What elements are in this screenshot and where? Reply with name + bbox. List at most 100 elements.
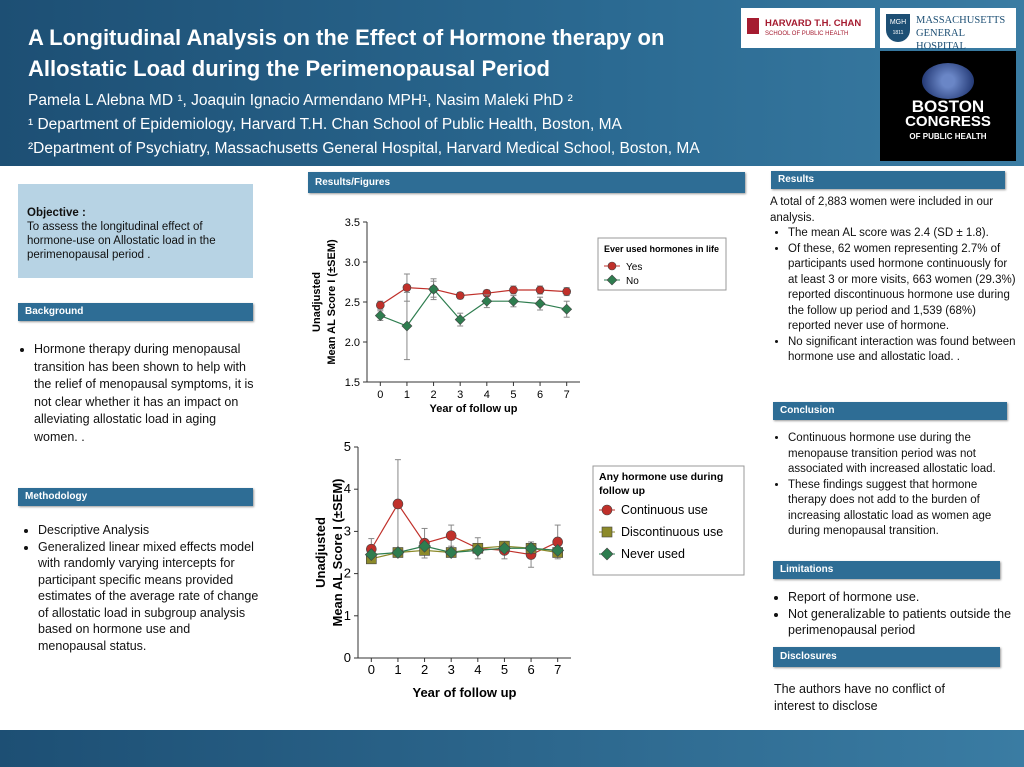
marker — [481, 295, 493, 307]
marker — [535, 285, 545, 295]
section-heading: Limitations — [773, 561, 1000, 579]
bullet: Continuous hormone use during the menopa… — [788, 431, 1016, 478]
marker — [445, 530, 457, 541]
marker — [454, 314, 466, 326]
x-tick-label: 1 — [404, 389, 410, 401]
legend-box — [597, 237, 727, 291]
poster-title: A Longitudinal Analysis on the Effect of… — [28, 25, 665, 81]
chart: 1.5 2.0 2.5 3.0 3.5 0 1 2 3 4 5 6 7 Year of follow up… — [311, 217, 727, 415]
results-intro: A total of 2,883 women were included in … — [770, 196, 994, 224]
y-axis-label: Mean AL Score I (±SEM) — [330, 479, 345, 627]
bullet: No significant interaction was found bet… — [788, 335, 1018, 366]
bullet: Of these, 62 women representing 2.7% of … — [788, 242, 1018, 335]
bullet: Not generalizable to patients outside th… — [788, 606, 1018, 639]
legend-label: Never used — [621, 547, 685, 561]
footer-band — [0, 730, 1024, 767]
logo-text: OF PUBLIC HEALTH — [909, 132, 987, 141]
mgh-logo: MGH 1811 MASSACHUSETTS GENERAL HOSPITAL — [880, 8, 1016, 52]
x-tick-label: 7 — [554, 662, 561, 677]
marker — [551, 543, 565, 557]
x-tick-label: 6 — [537, 389, 543, 401]
marker — [376, 300, 385, 310]
y-axis-label: Unadjusted — [313, 517, 328, 588]
legend-label: No — [626, 276, 639, 287]
bullet-list: Hormone therapy during menopausal transi… — [16, 341, 254, 446]
bullet-list: Report of hormone use.Not generalizable … — [770, 589, 1018, 639]
y-tick-label: 2 — [344, 566, 351, 581]
legend-marker — [601, 504, 613, 516]
x-tick-label: 6 — [527, 662, 534, 677]
logo-text: SCHOOL OF PUBLIC HEALTH — [765, 31, 849, 37]
section-heading: Results — [771, 171, 1005, 189]
objective-text: To assess the longitudinal effect of hor… — [27, 221, 216, 261]
logo-text: GENERAL HOSPITAL — [916, 28, 966, 52]
y-tick-label: 2.5 — [345, 297, 360, 309]
marker — [562, 287, 571, 296]
y-axis-label: Mean AL Score I (±SEM) — [326, 239, 338, 365]
marker — [401, 320, 413, 332]
y-tick-label: 1.5 — [345, 377, 360, 389]
legend-label: Yes — [626, 262, 642, 273]
chart: 0 1 2 3 4 5 0 1 2 3 4 5 6 7 Year of follow up Unadjuste… — [313, 439, 745, 700]
marker — [508, 295, 519, 307]
objective-box: Objective : To assess the longitudinal e… — [18, 184, 253, 278]
bullet: Report of hormone use. — [788, 589, 1018, 606]
legend-marker — [607, 261, 617, 271]
x-axis-label: Year of follow up — [412, 685, 516, 700]
logo-text: BOSTON — [911, 97, 985, 116]
marker — [509, 285, 518, 295]
marker — [391, 546, 405, 559]
legend-marker — [606, 274, 618, 286]
affiliation: ¹ Department of Epidemiology, Harvard T.… — [28, 116, 622, 133]
x-tick-label: 2 — [431, 389, 437, 401]
bullet: These findings suggest that hormone ther… — [788, 478, 1016, 540]
section-heading: Conclusion — [773, 402, 1007, 420]
logo-text: CONGRESS — [905, 113, 991, 130]
section-heading: Background — [18, 303, 253, 321]
legend-title: Any hormone use during follow up — [599, 471, 723, 497]
section-heading: Disclosures — [773, 647, 1000, 667]
bullet-list: Descriptive AnalysisGeneralized linear m… — [20, 522, 260, 654]
x-tick-label: 5 — [510, 389, 516, 401]
bullet: Hormone therapy during menopausal transi… — [34, 341, 254, 446]
marker — [561, 303, 573, 315]
x-tick-label: 0 — [377, 389, 383, 401]
disclosures-text: The authors have no conflict of interest… — [774, 682, 945, 713]
legend-box — [592, 465, 745, 576]
bullet: Descriptive Analysis — [38, 522, 260, 539]
legend-marker — [601, 526, 613, 538]
logo-text: 1811 — [892, 30, 904, 36]
congress-logo: BOSTON CONGRESS OF PUBLIC HEALTH — [880, 51, 1016, 161]
marker — [534, 298, 546, 310]
x-axis-label: Year of follow up — [429, 403, 517, 415]
bullet: Generalized linear mixed effects model w… — [38, 539, 260, 655]
y-tick-label: 2.0 — [345, 337, 360, 349]
y-tick-label: 3.5 — [345, 217, 360, 229]
marker — [392, 498, 404, 510]
x-tick-label: 5 — [501, 662, 508, 677]
x-tick-label: 4 — [484, 389, 490, 401]
y-tick-label: 0 — [344, 650, 351, 665]
y-tick-label: 3.0 — [345, 257, 360, 269]
section-heading: Results/Figures — [308, 172, 745, 193]
harvard-logo: HARVARD T.H. CHAN SCHOOL OF PUBLIC HEALT… — [741, 8, 875, 48]
legend-marker — [600, 547, 614, 561]
y-tick-label: 3 — [344, 523, 351, 538]
logo-text: MGH — [889, 19, 907, 26]
marker — [455, 291, 465, 300]
marker — [364, 548, 378, 562]
x-tick-label: 3 — [448, 662, 455, 677]
marker — [374, 310, 386, 322]
bullet-list: The mean AL score was 2.4 (SD ± 1.8).Of … — [770, 226, 1018, 366]
affiliation: ²Department of Psychiatry, Massachusetts… — [28, 140, 700, 157]
marker — [498, 541, 511, 555]
legend-label: Continuous use — [621, 503, 708, 517]
logo-text: HARVARD T.H. CHAN — [765, 18, 862, 29]
series-line — [379, 286, 567, 306]
legend-title: Ever used hormones in life — [604, 244, 719, 254]
x-tick-label: 0 — [368, 662, 375, 677]
marker — [444, 546, 458, 559]
x-tick-label: 3 — [457, 389, 463, 401]
y-tick-label: 1 — [344, 608, 351, 623]
bullet-list: Continuous hormone use during the menopa… — [770, 431, 1016, 540]
